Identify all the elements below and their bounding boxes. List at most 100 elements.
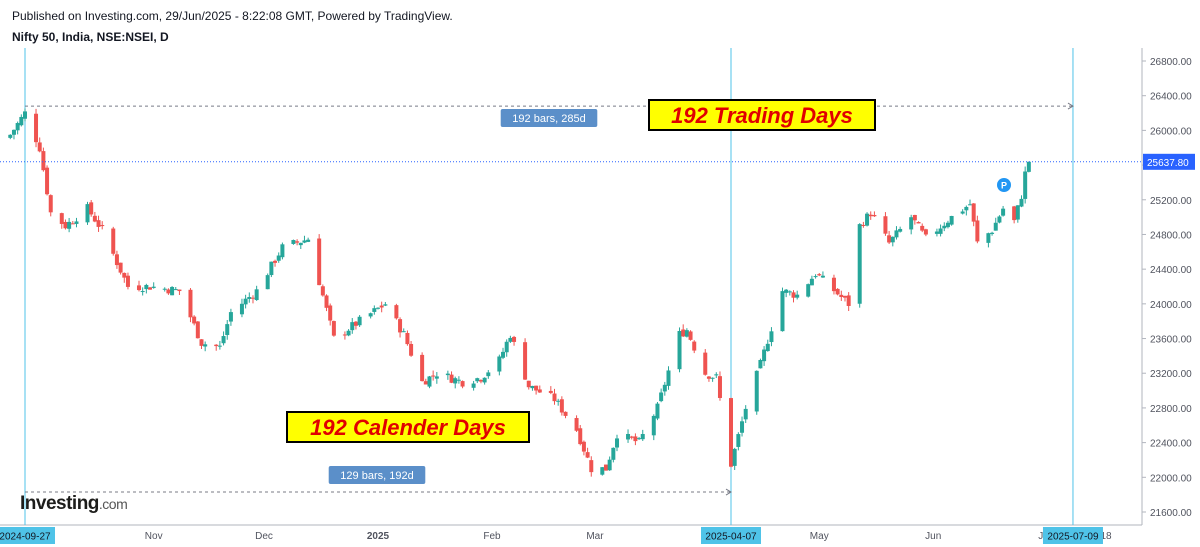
candle-2025-01-03 — [383, 304, 388, 306]
range-arrow — [725, 488, 732, 496]
candle-2024-12-25 — [350, 322, 355, 331]
candle-2024-09-24 — [11, 129, 16, 135]
candle-2025-05-20 — [887, 235, 892, 243]
candle-2025-03-10 — [626, 433, 631, 440]
candle-2025-05-01 — [817, 274, 822, 276]
candle-2024-12-06 — [280, 244, 285, 258]
candle-2024-12-20 — [331, 321, 336, 336]
y-tick-label: 26800.00 — [1150, 57, 1192, 68]
candle-2024-11-06 — [170, 286, 175, 296]
candle-2025-06-26 — [1023, 171, 1028, 199]
candle-2025-02-26 — [581, 441, 586, 452]
candle-2025-05-06 — [835, 288, 840, 295]
candle-2024-11-13 — [195, 321, 200, 339]
x-tick-label: Mar — [586, 531, 604, 542]
candle-2025-02-17 — [548, 390, 553, 393]
candle-2024-12-24 — [346, 330, 351, 336]
candle-2025-06-13 — [975, 220, 980, 242]
candle-2024-11-05 — [166, 289, 171, 294]
candle-2025-04-11 — [743, 408, 748, 420]
candle-2024-11-28 — [250, 297, 255, 299]
candle-2025-01-09 — [405, 332, 410, 345]
candle-2025-01-31 — [486, 372, 491, 377]
candle-2024-11-12 — [192, 316, 197, 324]
candle-2025-05-05 — [831, 277, 836, 292]
candle-2025-05-21 — [890, 236, 895, 243]
candle-2024-10-08 — [63, 221, 68, 229]
candle-2025-04-09 — [736, 434, 741, 447]
candle-2024-10-01 — [37, 142, 42, 152]
candle-2024-11-07 — [173, 289, 178, 291]
candle-2025-03-04 — [603, 464, 608, 471]
candle-2025-03-31 — [703, 352, 708, 375]
candle-2025-03-18 — [655, 403, 660, 419]
candle-2025-02-27 — [585, 452, 590, 458]
candle-2025-04-14 — [754, 370, 759, 412]
candle-2025-05-13 — [861, 224, 866, 226]
y-tick-label: 22400.00 — [1150, 439, 1192, 450]
calendar-days-annotation-box — [286, 411, 530, 443]
candle-2025-06-10 — [964, 206, 969, 211]
candle-2025-05-16 — [872, 214, 877, 217]
candle-2025-04-03 — [714, 374, 719, 376]
candle-2025-02-10 — [523, 342, 528, 380]
y-tick-label: 22000.00 — [1150, 473, 1192, 484]
candle-2025-02-05 — [504, 341, 509, 353]
candle-2024-12-17 — [320, 286, 325, 296]
candle-2025-05-30 — [923, 229, 928, 235]
candle-2025-06-18 — [993, 222, 998, 231]
candle-2025-02-07 — [512, 336, 517, 342]
candle-2025-03-28 — [692, 341, 697, 351]
candle-2025-04-16 — [762, 349, 767, 362]
x-tick-label: 18 — [1101, 531, 1113, 542]
candle-2025-04-08 — [732, 448, 737, 466]
candle-2025-02-20 — [559, 399, 564, 413]
x-tick-label: 2025 — [367, 531, 390, 542]
candle-2025-03-27 — [688, 331, 693, 340]
candle-2024-10-25 — [125, 275, 130, 287]
candle-2024-09-30 — [34, 113, 39, 143]
candle-2024-11-11 — [188, 289, 193, 318]
candle-2025-05-09 — [846, 295, 851, 306]
logo-name: Investing — [20, 493, 99, 514]
candle-2024-12-16 — [317, 238, 322, 286]
candle-2025-03-05 — [607, 459, 612, 471]
candle-2025-01-02 — [379, 305, 384, 308]
candle-2024-10-15 — [89, 202, 94, 215]
y-tick-label: 24400.00 — [1150, 265, 1192, 276]
candle-2025-05-23 — [898, 228, 903, 232]
candle-2024-10-31 — [148, 287, 153, 290]
candle-2024-10-29 — [140, 291, 145, 293]
range-arrow — [1067, 102, 1074, 110]
candle-2025-01-16 — [431, 375, 436, 377]
candle-2025-01-10 — [409, 343, 414, 356]
candle-2025-04-04 — [717, 376, 722, 398]
candle-2025-06-24 — [1015, 205, 1020, 220]
candle-2024-10-14 — [85, 204, 90, 223]
candle-2025-03-11 — [629, 436, 634, 438]
candle-2024-12-11 — [298, 242, 303, 246]
symbol-title: Nifty 50, India, NSE:NSEI, D — [12, 30, 169, 44]
candle-2025-03-13 — [637, 438, 642, 440]
trading-days-annotation: 192 Trading Days — [671, 103, 853, 128]
candle-2025-01-24 — [460, 381, 465, 387]
logo-suffix: .com — [98, 496, 128, 512]
range-top-label-bg — [500, 109, 598, 127]
candle-2024-12-03 — [269, 261, 274, 276]
candle-2025-03-24 — [677, 331, 682, 370]
candle-2024-12-10 — [295, 241, 300, 243]
pivot-marker-label: P — [1001, 181, 1007, 191]
candle-2025-05-27 — [912, 214, 917, 221]
candle-2025-06-11 — [968, 204, 973, 206]
y-tick-label: 23600.00 — [1150, 335, 1192, 346]
candle-2025-05-15 — [868, 214, 873, 217]
date-badge — [1042, 527, 1103, 544]
candle-2025-04-10 — [740, 421, 745, 433]
candle-2024-10-22 — [114, 254, 119, 266]
candle-2024-12-04 — [273, 260, 278, 263]
range-bottom-label-bg — [328, 466, 426, 484]
candle-2025-04-01 — [706, 376, 711, 379]
candle-2025-04-07 — [729, 398, 733, 467]
candle-2025-02-14 — [537, 389, 542, 393]
